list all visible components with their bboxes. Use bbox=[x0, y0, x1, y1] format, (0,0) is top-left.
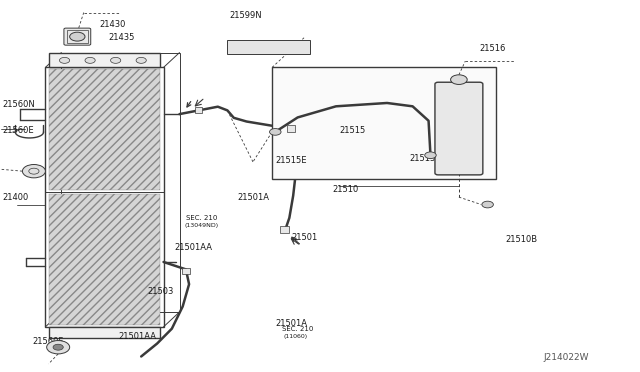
Text: (13049ND): (13049ND) bbox=[184, 223, 219, 228]
Circle shape bbox=[482, 201, 493, 208]
Circle shape bbox=[22, 164, 45, 178]
Text: 21501: 21501 bbox=[291, 233, 317, 243]
Polygon shape bbox=[49, 53, 161, 67]
Bar bbox=[182, 267, 189, 274]
Text: J214022W: J214022W bbox=[543, 353, 589, 362]
Circle shape bbox=[60, 57, 70, 63]
Circle shape bbox=[53, 344, 63, 350]
Text: 21560N: 21560N bbox=[2, 100, 35, 109]
Circle shape bbox=[269, 129, 281, 135]
Text: 21435: 21435 bbox=[108, 33, 134, 42]
Text: 21560F: 21560F bbox=[33, 337, 64, 346]
Bar bbox=[272, 67, 495, 179]
Circle shape bbox=[451, 75, 467, 84]
Circle shape bbox=[70, 32, 85, 41]
Text: 21501AA: 21501AA bbox=[174, 243, 212, 251]
Circle shape bbox=[47, 340, 70, 354]
Circle shape bbox=[111, 57, 121, 63]
Text: 21515E: 21515E bbox=[410, 154, 441, 163]
Text: 21400: 21400 bbox=[2, 193, 28, 202]
Bar bbox=[49, 69, 161, 190]
Text: 21501AA: 21501AA bbox=[119, 331, 157, 341]
Text: ⚠ CAUTION: ⚠ CAUTION bbox=[234, 44, 278, 50]
Circle shape bbox=[85, 57, 95, 63]
Text: SEC. 210: SEC. 210 bbox=[186, 215, 217, 221]
Text: 21501A: 21501A bbox=[237, 193, 269, 202]
Text: 21560E: 21560E bbox=[2, 126, 33, 135]
Text: 21516: 21516 bbox=[479, 44, 506, 53]
Circle shape bbox=[425, 152, 436, 158]
Bar bbox=[227, 39, 310, 54]
Text: SEC. 210: SEC. 210 bbox=[282, 326, 313, 332]
Circle shape bbox=[136, 57, 147, 63]
Text: 21515E: 21515E bbox=[275, 155, 307, 164]
Text: 21599N: 21599N bbox=[229, 11, 262, 20]
Text: (11060): (11060) bbox=[284, 334, 308, 339]
FancyBboxPatch shape bbox=[435, 82, 483, 175]
Text: 21430: 21430 bbox=[100, 20, 126, 29]
Bar bbox=[49, 194, 161, 325]
Text: 21515: 21515 bbox=[339, 126, 365, 135]
Bar bbox=[287, 125, 295, 132]
Bar bbox=[280, 226, 289, 233]
Text: 21503: 21503 bbox=[148, 287, 174, 296]
Text: 21510B: 21510B bbox=[505, 235, 538, 244]
Polygon shape bbox=[49, 327, 161, 338]
Bar bbox=[195, 107, 202, 113]
FancyBboxPatch shape bbox=[64, 28, 91, 45]
Circle shape bbox=[426, 153, 435, 158]
Text: 21510: 21510 bbox=[333, 185, 359, 194]
Text: 21501A: 21501A bbox=[275, 319, 307, 328]
